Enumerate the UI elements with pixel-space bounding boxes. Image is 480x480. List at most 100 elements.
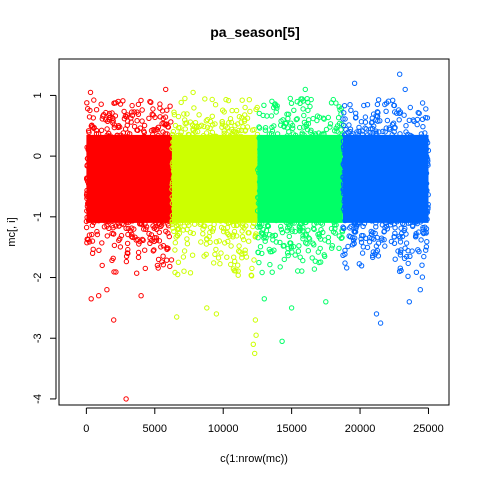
- data-point: [172, 247, 178, 253]
- outlier-point: [417, 287, 423, 293]
- data-point: [281, 256, 287, 263]
- data-point: [341, 103, 348, 109]
- data-point: [109, 257, 115, 264]
- data-point: [158, 244, 164, 250]
- data-point: [83, 224, 90, 231]
- data-point: [316, 114, 323, 120]
- data-point: [140, 237, 146, 244]
- y-axis: -4 -3 -2 -1 0 1: [32, 92, 57, 404]
- data-point: [261, 233, 268, 240]
- data-point: [160, 253, 166, 259]
- data-point: [360, 223, 366, 230]
- data-point: [129, 109, 135, 115]
- data-point: [336, 245, 342, 252]
- data-point: [125, 250, 131, 257]
- data-point: [396, 233, 402, 240]
- data-point: [377, 118, 383, 124]
- data-point: [159, 259, 165, 265]
- data-point: [240, 236, 247, 243]
- data-point: [284, 250, 291, 256]
- data-point: [392, 225, 398, 231]
- data-point: [218, 250, 224, 256]
- outlier-point: [252, 317, 259, 323]
- data-point: [111, 122, 118, 128]
- data-point: [373, 249, 379, 255]
- data-point: [99, 116, 106, 122]
- data-point: [221, 109, 227, 115]
- outlier-point: [174, 314, 180, 320]
- data-point: [407, 104, 413, 111]
- data-point: [196, 112, 202, 118]
- data-point: [263, 235, 269, 241]
- data-point: [353, 225, 359, 232]
- data-point: [111, 242, 118, 249]
- data-point: [233, 268, 239, 274]
- data-point: [388, 238, 395, 245]
- data-point: [113, 269, 119, 275]
- data-point: [344, 265, 350, 271]
- data-point: [299, 96, 305, 102]
- data-point: [342, 116, 348, 122]
- y-tick-label: -4: [32, 394, 44, 404]
- data-point: [300, 228, 306, 234]
- data-point: [361, 102, 367, 109]
- data-point: [288, 245, 294, 251]
- data-point: [192, 120, 199, 126]
- data-point: [128, 119, 134, 125]
- data-point: [341, 225, 347, 232]
- data-point: [398, 247, 404, 253]
- outlier-point: [88, 296, 94, 302]
- data-point: [171, 228, 177, 235]
- data-point: [295, 248, 302, 254]
- data-point: [327, 121, 334, 127]
- data-point: [204, 116, 211, 123]
- data-point: [273, 109, 279, 115]
- data-point: [253, 106, 259, 113]
- data-point: [353, 114, 359, 121]
- data-point: [239, 255, 245, 261]
- data-point: [110, 231, 117, 237]
- data-point: [305, 248, 311, 254]
- data-point: [121, 116, 128, 122]
- data-point: [385, 98, 392, 104]
- data-point: [123, 258, 130, 265]
- data-point: [403, 129, 409, 135]
- data-point: [244, 115, 251, 121]
- outlier-point: [213, 311, 220, 317]
- data-point: [143, 226, 149, 233]
- data-point: [228, 261, 234, 268]
- outlier-point: [190, 89, 196, 96]
- data-point: [288, 100, 295, 107]
- data-point: [257, 125, 263, 131]
- data-point: [364, 244, 371, 251]
- data-point: [392, 256, 398, 262]
- data-point: [240, 124, 246, 130]
- data-point: [142, 265, 149, 272]
- data-point: [373, 224, 379, 230]
- data-point: [148, 237, 155, 244]
- data-point: [345, 243, 351, 250]
- data-point: [293, 116, 299, 123]
- data-point: [226, 120, 232, 126]
- outlier-point: [250, 341, 257, 347]
- data-point: [201, 253, 207, 259]
- data-point: [248, 272, 254, 278]
- data-point: [135, 111, 142, 118]
- data-point: [177, 124, 183, 131]
- data-point: [277, 264, 283, 270]
- data-point: [280, 117, 286, 123]
- data-point: [135, 254, 142, 261]
- data-point: [266, 232, 273, 238]
- data-point: [297, 100, 303, 107]
- data-point: [265, 223, 272, 229]
- data-point: [285, 225, 291, 231]
- data-point: [201, 223, 207, 229]
- data-point: [300, 257, 306, 264]
- data-point: [194, 123, 200, 129]
- data-point: [256, 259, 262, 266]
- data-point: [223, 96, 229, 103]
- data-point: [104, 223, 110, 229]
- data-point: [200, 226, 206, 232]
- data-point: [383, 108, 389, 115]
- data-point: [305, 99, 311, 106]
